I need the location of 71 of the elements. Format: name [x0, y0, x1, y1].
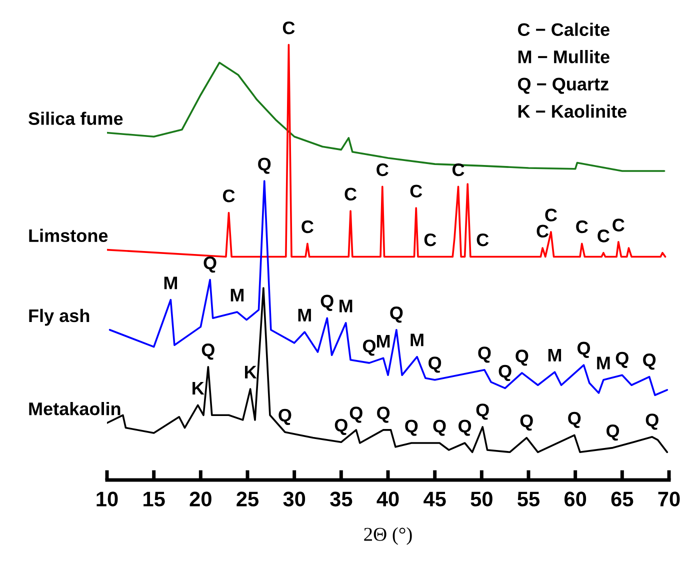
annotation: M	[377, 335, 390, 348]
annotation: C	[282, 22, 295, 34]
x-tick-label: 35	[330, 492, 352, 506]
annotation: Q − Quartz	[518, 78, 608, 94]
annotation: C	[536, 224, 549, 238]
annotation: Q	[202, 344, 214, 360]
annotation: Q	[478, 346, 491, 363]
x-tick-label: 50	[470, 492, 492, 506]
annotation: C	[598, 230, 610, 242]
annotation: M	[410, 334, 424, 346]
annotation: C	[344, 188, 357, 201]
annotation: Q	[643, 354, 656, 370]
x-tick-label: 45	[424, 492, 446, 506]
annotation: C	[612, 218, 624, 232]
x-tick-label: 30	[283, 492, 306, 506]
annotation: Q	[577, 342, 590, 358]
annotation: Q	[646, 414, 658, 430]
annotation: Q	[362, 340, 376, 356]
annotation: Q	[568, 412, 581, 428]
annotation: Q	[516, 350, 528, 366]
annotation: Q	[278, 408, 292, 425]
x-tick-label: 70	[658, 492, 680, 506]
annotation: Q	[334, 418, 348, 435]
x-tick-label: 65	[611, 492, 634, 506]
x-axis-title: 2Θ (°)	[364, 527, 412, 545]
x-tick-label: 15	[144, 492, 165, 506]
annotation: Q	[433, 420, 446, 436]
annotation: Q	[458, 420, 472, 436]
annotation: C	[452, 163, 464, 176]
annotation: Q	[204, 256, 216, 273]
series-label: Limstone	[29, 228, 108, 242]
annotation: M	[298, 308, 311, 322]
annotation: C	[410, 184, 422, 198]
annotation: Q	[616, 352, 628, 368]
annotation: M − Mullite	[518, 50, 610, 64]
annotation: C	[302, 220, 314, 234]
annotation: C	[222, 189, 235, 202]
annotation: M	[340, 300, 352, 312]
annotation: M	[230, 288, 244, 302]
annotation: Q	[350, 406, 362, 423]
annotation: Q	[377, 406, 390, 423]
annotation: M	[164, 276, 178, 290]
text: C − Calcite	[518, 22, 610, 36]
x-tick-label: 25	[236, 492, 259, 506]
series-label: Metakaolin	[29, 402, 120, 416]
annotation: Q	[405, 420, 418, 436]
annotation: Q	[428, 356, 442, 373]
series-label: Silica fume	[28, 112, 123, 125]
annotation: Q	[606, 424, 620, 441]
annotation: Q	[320, 294, 334, 311]
annotation: C	[376, 163, 388, 176]
annotation: C	[576, 220, 588, 234]
x-tick-label: 10	[96, 492, 118, 506]
annotation: C	[424, 233, 436, 246]
annotation: C	[545, 208, 558, 222]
annotation: Q	[476, 404, 489, 420]
annotation: Q	[498, 364, 512, 382]
x-tick-label: 60	[564, 492, 586, 506]
x-tick-label: 20	[190, 492, 212, 506]
annotation: M	[597, 356, 610, 370]
annotation: M	[548, 348, 562, 362]
annotation: K	[245, 366, 257, 378]
annotation: Q	[520, 414, 533, 431]
annotation: K − Kaolinite	[518, 104, 626, 118]
annotation: C	[476, 233, 489, 246]
annotation: K	[192, 382, 204, 394]
x-tick-label: 40	[376, 492, 399, 506]
annotation: Q	[258, 158, 271, 174]
annotation: Q	[390, 306, 403, 323]
series-label: Fly ash	[29, 308, 90, 326]
x-tick-label: 55	[518, 492, 540, 506]
